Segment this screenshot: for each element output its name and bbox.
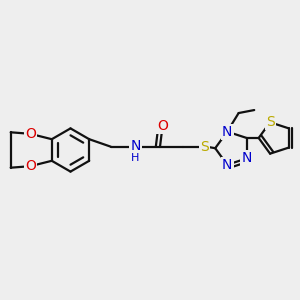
Text: N: N: [222, 125, 232, 139]
Text: N: N: [242, 152, 252, 165]
Text: N: N: [130, 139, 141, 153]
Text: N: N: [222, 158, 232, 172]
Text: O: O: [157, 119, 168, 133]
Text: O: O: [25, 127, 36, 141]
Text: H: H: [131, 153, 140, 163]
Text: O: O: [25, 159, 36, 173]
Text: S: S: [200, 140, 208, 154]
Text: S: S: [266, 115, 274, 129]
